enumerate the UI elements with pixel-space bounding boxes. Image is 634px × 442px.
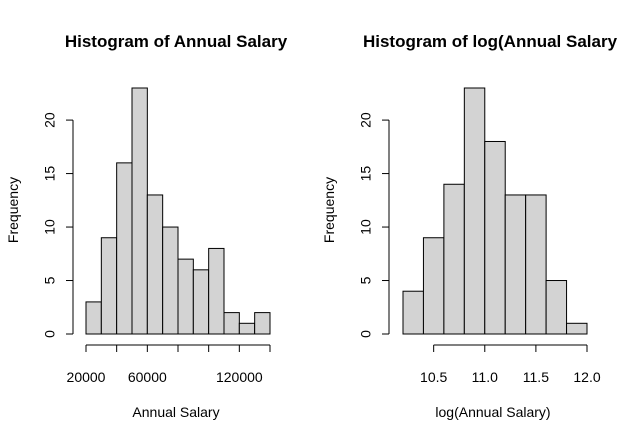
x-axis-label: log(Annual Salary): [435, 404, 550, 420]
histogram-bar: [131, 87, 148, 335]
y-tick-label: 20: [358, 112, 374, 128]
x-tick-label: 11.0: [472, 369, 498, 385]
log-salary-histogram-panel: Histogram of log(Annual Salary 10.5 11.0 1…: [321, 32, 618, 420]
histogram-bar: [422, 237, 445, 335]
x-tick-label: 20000: [67, 369, 106, 385]
x-tick-label: 120000: [216, 369, 263, 385]
histogram-bar: [223, 312, 240, 335]
y-tick-label: 5: [358, 276, 374, 284]
histogram-bar: [545, 280, 568, 335]
histogram-bar: [443, 183, 465, 335]
histogram-bar: [100, 237, 118, 335]
x-axis: 20000 60000 120000: [67, 344, 271, 385]
histogram-bar: [402, 290, 424, 335]
histogram-bar: [208, 247, 225, 335]
y-tick-label: 10: [42, 219, 58, 235]
y-tick-label: 20: [42, 112, 58, 128]
x-tick-label: 60000: [128, 369, 167, 385]
histogram-bar: [192, 269, 210, 335]
histogram-bar: [146, 194, 164, 335]
histogram-bar: [162, 226, 179, 335]
x-axis-label: Annual Salary: [132, 404, 219, 420]
x-axis: 10.5 11.0 11.5 12.0: [420, 344, 601, 385]
histogram-bar: [238, 322, 256, 335]
x-tick-label: 11.5: [523, 369, 549, 385]
salary-histogram-panel: Histogram of Annual Salary 20000 60000 120…: [5, 32, 288, 420]
y-tick-label: 5: [42, 276, 58, 284]
y-axis: 0 5 10 15 20: [358, 112, 390, 338]
y-tick-label: 10: [358, 219, 374, 235]
x-tick-label: 10.5: [420, 369, 447, 385]
y-axis-label: Frequency: [321, 177, 337, 243]
y-tick-label: 0: [42, 330, 58, 338]
histogram-bar: [463, 87, 486, 335]
bars: [85, 87, 271, 335]
histogram-bar: [484, 140, 506, 335]
chart-title: Histogram of Annual Salary: [65, 32, 288, 51]
y-axis: 0 5 10 15 20: [42, 112, 74, 338]
histogram-bar: [85, 301, 102, 335]
bars: [402, 87, 588, 335]
histogram-bar: [566, 322, 588, 335]
y-tick-label: 15: [42, 166, 58, 182]
histogram-bar: [116, 162, 133, 335]
histogram-bar: [504, 194, 527, 335]
y-tick-label: 0: [358, 330, 374, 338]
histogram-bar: [254, 312, 271, 335]
y-axis-label: Frequency: [5, 177, 21, 243]
y-tick-label: 15: [358, 166, 374, 182]
histogram-bar: [525, 194, 547, 335]
chart-title: Histogram of log(Annual Salary: [363, 32, 618, 51]
histogram-bar: [177, 258, 194, 335]
x-tick-label: 12.0: [573, 369, 600, 385]
